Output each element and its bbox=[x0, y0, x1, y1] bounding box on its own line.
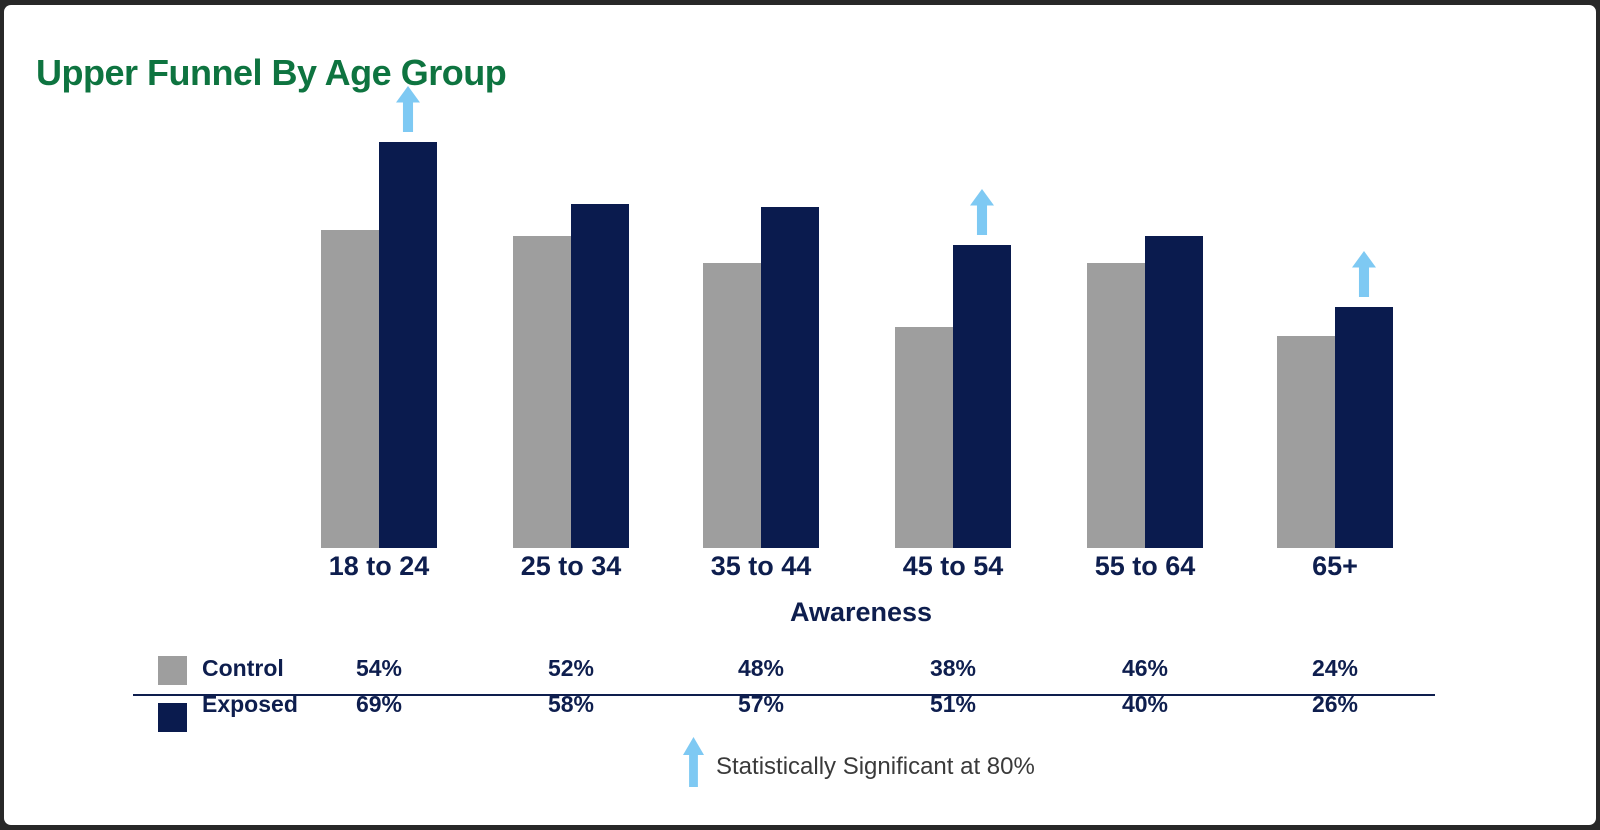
x-axis-label: Awareness bbox=[789, 597, 933, 627]
exposed-bar bbox=[1145, 236, 1203, 548]
exposed-bar bbox=[761, 206, 819, 548]
significance-arrow-icon bbox=[970, 188, 994, 235]
category-label: 18 to 24 bbox=[328, 551, 430, 581]
control-bar bbox=[895, 327, 953, 548]
category-label: 55 to 64 bbox=[1094, 551, 1196, 581]
category-label: 45 to 54 bbox=[902, 551, 1004, 581]
category-label: 35 to 44 bbox=[710, 551, 812, 581]
exposed-bar bbox=[1335, 306, 1393, 548]
exposed-swatch-icon bbox=[158, 703, 187, 732]
control-bar bbox=[703, 262, 761, 548]
chart-title: Upper Funnel By Age Group bbox=[36, 52, 507, 94]
control-bar bbox=[1087, 262, 1145, 548]
control-swatch-icon bbox=[158, 656, 187, 685]
exposed-bar bbox=[571, 203, 629, 548]
up-arrow-icon bbox=[683, 737, 704, 792]
footnote-text: Statistically Significant at 80% bbox=[716, 753, 1035, 780]
table-divider bbox=[133, 694, 1435, 696]
control-bar bbox=[1277, 336, 1335, 548]
table-value: 48% bbox=[737, 655, 785, 681]
significance-arrow-icon bbox=[396, 86, 420, 132]
table-value: 52% bbox=[547, 655, 595, 681]
table-value: 38% bbox=[929, 655, 977, 681]
category-label: 65+ bbox=[1312, 551, 1358, 581]
category-label: 25 to 34 bbox=[520, 551, 622, 581]
table-value: 24% bbox=[1311, 655, 1359, 681]
legend-label-control: Control bbox=[202, 655, 284, 681]
control-bar bbox=[321, 230, 379, 548]
table-value: 46% bbox=[1121, 655, 1169, 681]
table-value: 54% bbox=[355, 655, 403, 681]
exposed-bar bbox=[953, 244, 1011, 548]
exposed-bar bbox=[379, 142, 437, 548]
control-bar bbox=[513, 236, 571, 548]
significance-arrow-icon bbox=[1352, 250, 1376, 297]
